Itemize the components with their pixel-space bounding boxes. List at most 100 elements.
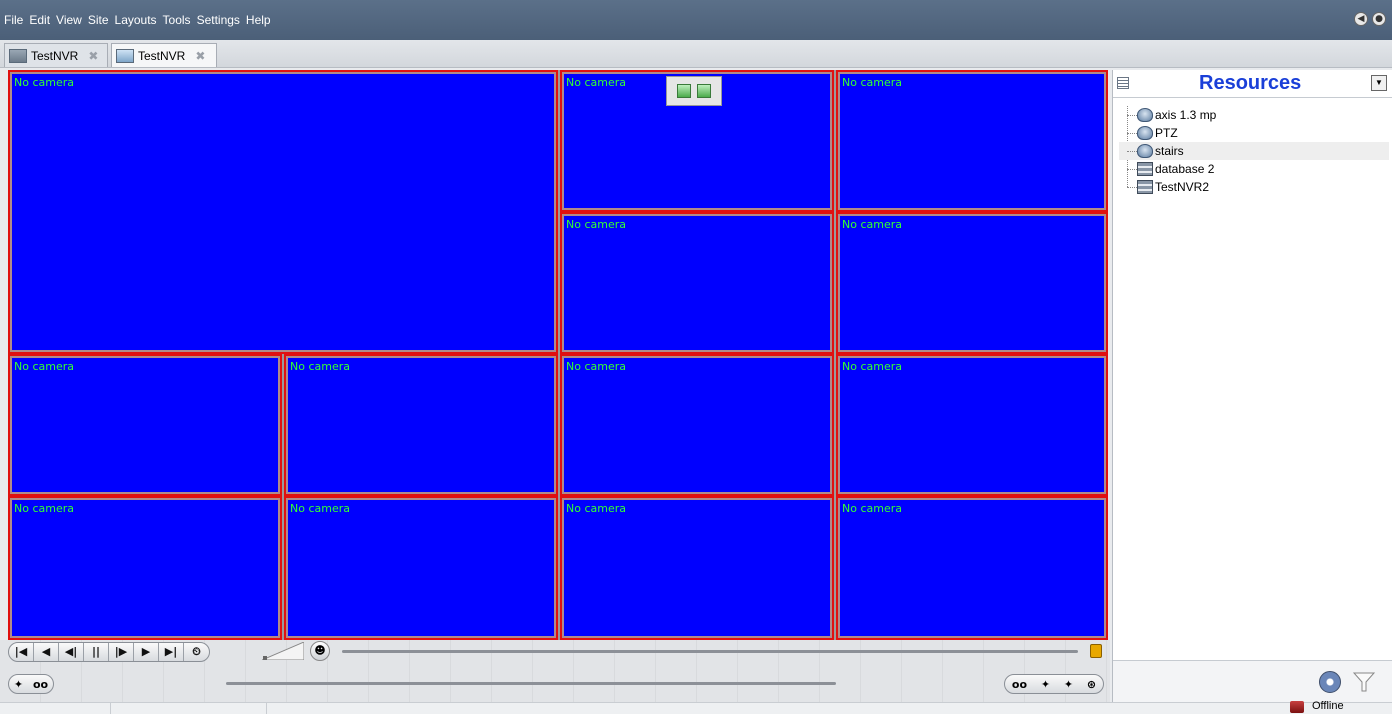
motion-icon[interactable]: ☻ bbox=[310, 641, 330, 661]
menu-site[interactable]: Site bbox=[87, 13, 109, 27]
server-icon bbox=[1137, 162, 1153, 176]
pause-button[interactable]: || bbox=[84, 643, 109, 661]
status-bar: Offline bbox=[0, 700, 1392, 714]
camera-cell[interactable]: No camera bbox=[284, 496, 558, 640]
camera-cell[interactable]: No camera bbox=[560, 70, 834, 212]
play-reverse-button[interactable]: ◀ bbox=[34, 643, 59, 661]
loop-icon[interactable]: oo bbox=[32, 677, 49, 691]
tree-item-label: TestNVR2 bbox=[1155, 180, 1210, 194]
disconnected-icon bbox=[1290, 701, 1304, 713]
cell-toolbar bbox=[666, 76, 722, 106]
resources-panel: Resources ▼ axis 1.3 mp PTZ stairs datab… bbox=[1112, 70, 1392, 702]
camera-cell-label: No camera bbox=[842, 360, 902, 373]
pin-icon[interactable]: ✦ bbox=[1040, 677, 1051, 691]
tree-item-testnvr2[interactable]: TestNVR2 bbox=[1119, 178, 1389, 196]
chevron-down-icon[interactable]: ▼ bbox=[1371, 75, 1387, 91]
resources-footer bbox=[1113, 660, 1392, 702]
connection-status: Offline bbox=[1312, 700, 1344, 712]
lock-icon[interactable] bbox=[1090, 644, 1102, 658]
microphone-icon[interactable]: ● bbox=[1372, 12, 1386, 26]
camera-cell-label: No camera bbox=[842, 76, 902, 89]
secondary-timeline[interactable] bbox=[226, 682, 836, 685]
camera-cell[interactable]: No camera bbox=[836, 354, 1108, 496]
clock-icon[interactable]: ⏲ bbox=[192, 645, 201, 658]
tree-item-ptz[interactable]: PTZ bbox=[1119, 124, 1389, 142]
left-action-pill: ✦ oo bbox=[8, 674, 54, 694]
close-icon[interactable]: ✖ bbox=[195, 48, 206, 63]
skip-to-end-button[interactable]: ▶| bbox=[159, 643, 184, 661]
camera-cell[interactable]: No camera bbox=[8, 354, 282, 496]
camera-cell-label: No camera bbox=[566, 360, 626, 373]
camera-cell[interactable]: No camera bbox=[8, 70, 558, 354]
camera-cell[interactable]: No camera bbox=[560, 212, 834, 354]
camera-icon bbox=[1137, 144, 1153, 158]
camera-cell-label: No camera bbox=[842, 218, 902, 231]
camera-cell-label: No camera bbox=[14, 360, 74, 373]
camera-cell[interactable]: No camera bbox=[560, 354, 834, 496]
transport-controls: |◀ ◀ ◀| || |▶ ▶ ▶| ⏲ bbox=[8, 642, 210, 662]
server-icon bbox=[9, 48, 27, 63]
menu-tools[interactable]: Tools bbox=[162, 13, 191, 27]
menu-file[interactable]: File bbox=[4, 13, 24, 27]
list-icon[interactable] bbox=[1117, 77, 1129, 89]
menu-view[interactable]: View bbox=[56, 13, 82, 27]
tree-item-label: PTZ bbox=[1155, 126, 1178, 140]
camera-cell[interactable]: No camera bbox=[8, 496, 282, 640]
camera-cell-label: No camera bbox=[566, 76, 626, 89]
skip-to-start-button[interactable]: |◀ bbox=[9, 643, 34, 661]
tree-item-label: axis 1.3 mp bbox=[1155, 108, 1217, 122]
layout-icon bbox=[116, 48, 134, 63]
camera-cell-label: No camera bbox=[566, 218, 626, 231]
filter-icon[interactable] bbox=[1353, 671, 1375, 693]
tree-item-label: stairs bbox=[1155, 144, 1184, 158]
camera-filter-icon[interactable] bbox=[1319, 671, 1341, 693]
camera-cell-label: No camera bbox=[842, 502, 902, 515]
camera-cell[interactable]: No camera bbox=[836, 70, 1108, 212]
server-icon bbox=[1137, 180, 1153, 194]
camera-cell-label: No camera bbox=[14, 76, 74, 89]
camera-cell[interactable]: No camera bbox=[836, 496, 1108, 640]
tree-item-label: database 2 bbox=[1155, 162, 1215, 176]
camera-cell-label: No camera bbox=[14, 502, 74, 515]
resources-title: Resources bbox=[1199, 72, 1302, 94]
camera-icon bbox=[1137, 108, 1153, 122]
maximize-icon[interactable] bbox=[677, 84, 691, 98]
right-action-pill: oo ✦ ✦ ⊛ bbox=[1004, 674, 1104, 694]
tab-testnvr-layout[interactable]: TestNVR ✖ bbox=[111, 43, 217, 67]
camera-icon bbox=[1137, 126, 1153, 140]
tab-bar: TestNVR ✖ TestNVR ✖ bbox=[0, 40, 1392, 68]
camera-cell[interactable]: No camera bbox=[560, 496, 834, 640]
step-back-button[interactable]: ◀| bbox=[59, 643, 84, 661]
timeline-slider[interactable] bbox=[342, 650, 1078, 653]
tree-item-axis[interactable]: axis 1.3 mp bbox=[1119, 106, 1389, 124]
playback-bar: |◀ ◀ ◀| || |▶ ▶ ▶| ⏲ ☻ ✦ oo oo ✦ ✦ ⊛ bbox=[0, 640, 1110, 702]
camera-cell[interactable]: No camera bbox=[284, 354, 558, 496]
unpin-icon[interactable]: ✦ bbox=[1063, 677, 1074, 691]
speed-slider[interactable] bbox=[262, 642, 304, 660]
tab-testnvr-server[interactable]: TestNVR ✖ bbox=[4, 43, 108, 67]
tab-label: TestNVR bbox=[31, 48, 79, 63]
tree-item-stairs[interactable]: stairs bbox=[1119, 142, 1389, 160]
step-forward-button[interactable]: |▶ bbox=[109, 643, 134, 661]
ptz-icon[interactable]: ⊛ bbox=[1086, 677, 1097, 691]
pin-icon[interactable]: ✦ bbox=[13, 677, 24, 691]
tree-item-database[interactable]: database 2 bbox=[1119, 160, 1389, 178]
menu-help[interactable]: Help bbox=[245, 13, 271, 27]
play-button[interactable]: ▶ bbox=[134, 643, 159, 661]
sound-icon[interactable]: ◀ bbox=[1354, 12, 1368, 26]
menubar: File Edit View Site Layouts Tools Settin… bbox=[0, 0, 1392, 40]
camera-cell-label: No camera bbox=[290, 502, 350, 515]
camera-cell[interactable]: No camera bbox=[836, 212, 1108, 354]
resource-tree: axis 1.3 mp PTZ stairs database 2 TestNV… bbox=[1119, 106, 1389, 196]
top-right-icons: ◀ ● bbox=[1354, 12, 1386, 26]
camera-grid: No camera No camera No camera No camera … bbox=[8, 70, 1108, 640]
swap-icon[interactable] bbox=[697, 84, 711, 98]
menu-layouts[interactable]: Layouts bbox=[114, 13, 157, 27]
status-separator bbox=[266, 703, 267, 714]
menu-settings[interactable]: Settings bbox=[196, 13, 240, 27]
menu-edit[interactable]: Edit bbox=[29, 13, 51, 27]
loop-icon[interactable]: oo bbox=[1011, 677, 1028, 691]
tab-label: TestNVR bbox=[138, 48, 186, 63]
camera-cell-label: No camera bbox=[290, 360, 350, 373]
close-icon[interactable]: ✖ bbox=[88, 48, 99, 63]
